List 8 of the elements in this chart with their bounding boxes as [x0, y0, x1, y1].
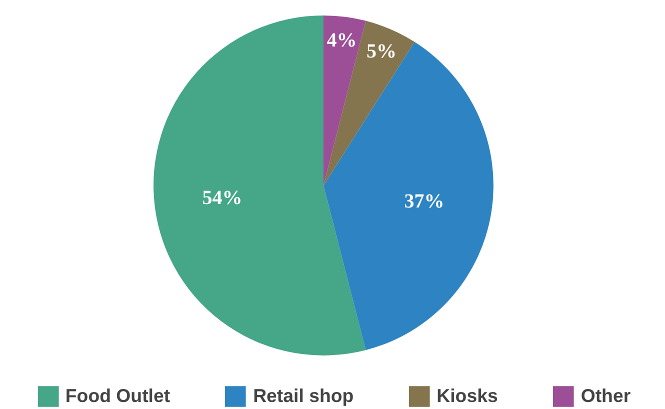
data-label: 4%: [326, 29, 357, 52]
legend-label: Retail shop: [253, 385, 354, 407]
data-label: 5%: [366, 40, 397, 62]
data-label: 37%: [404, 190, 444, 212]
data-label: 54%: [202, 187, 242, 210]
legend-label: Food Outlet: [65, 385, 170, 407]
legend-label: Kiosks: [436, 385, 498, 407]
legend-label: Other: [580, 385, 631, 407]
